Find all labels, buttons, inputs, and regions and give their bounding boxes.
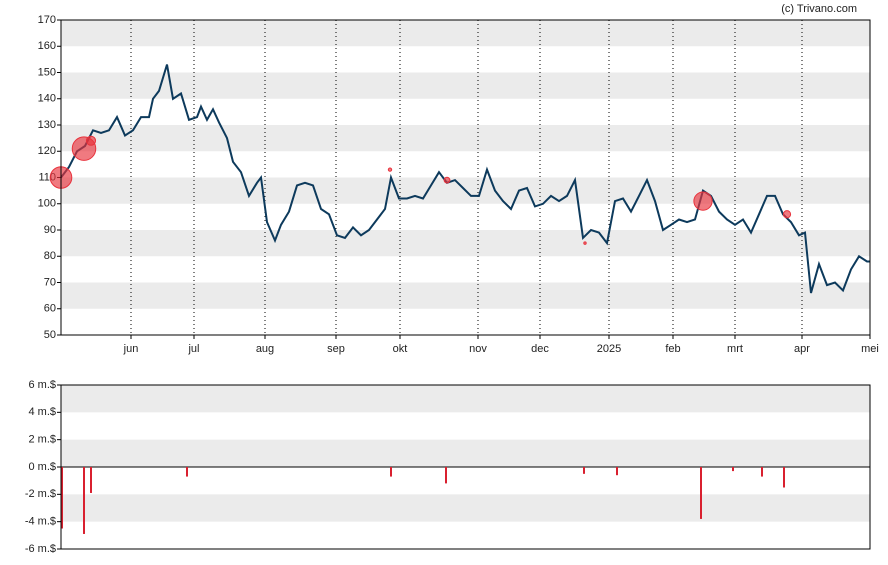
bar bbox=[583, 467, 585, 474]
y-tick-label: -2 m.$ bbox=[25, 488, 56, 500]
grid-band bbox=[61, 494, 870, 522]
grid-band bbox=[61, 385, 870, 413]
credit: (c) Trivano.com bbox=[781, 3, 857, 15]
x-tick-label: jun bbox=[123, 343, 139, 355]
y-tick-label: -4 m.$ bbox=[25, 516, 56, 528]
x-tick-label: jul bbox=[187, 343, 199, 355]
y-tick-label: 0 m.$ bbox=[28, 461, 56, 473]
bar bbox=[700, 467, 702, 519]
trade-marker bbox=[693, 191, 713, 211]
bar bbox=[783, 467, 785, 488]
x-tick-label: mrt bbox=[727, 343, 743, 355]
price-line bbox=[60, 64, 870, 294]
y-tick-label: 60 bbox=[44, 303, 56, 315]
x-tick-label: feb bbox=[665, 343, 680, 355]
trade-marker bbox=[443, 176, 451, 184]
y-tick-label: 2 m.$ bbox=[28, 434, 56, 446]
grid-band bbox=[61, 230, 870, 257]
bar bbox=[90, 467, 92, 493]
bar bbox=[83, 467, 85, 534]
bar bbox=[186, 467, 188, 477]
grid-band bbox=[61, 282, 870, 309]
bar bbox=[445, 467, 447, 484]
y-tick-label: 90 bbox=[44, 224, 56, 236]
y-tick-label: 70 bbox=[44, 276, 56, 288]
plot-frame bbox=[60, 19, 871, 336]
y-tick-label: 6 m.$ bbox=[28, 379, 56, 391]
x-tick-label: nov bbox=[469, 343, 487, 355]
x-tick-label: apr bbox=[794, 343, 810, 355]
grid-band bbox=[61, 20, 870, 47]
x-tick-label: sep bbox=[327, 343, 345, 355]
y-tick-label: 120 bbox=[38, 145, 56, 157]
bar bbox=[761, 467, 763, 477]
x-tick-label: dec bbox=[531, 343, 549, 355]
grid-band bbox=[61, 439, 870, 467]
trade-marker bbox=[782, 210, 792, 219]
bar bbox=[61, 467, 63, 529]
y-tick-label: 140 bbox=[38, 93, 56, 105]
x-tick-label: okt bbox=[393, 343, 408, 355]
bar bbox=[732, 467, 734, 472]
y-tick-label: 160 bbox=[38, 40, 56, 52]
x-tick-label: aug bbox=[256, 343, 274, 355]
y-tick-label: 4 m.$ bbox=[28, 406, 56, 418]
y-tick-label: 50 bbox=[44, 329, 56, 341]
y-tick-label: 150 bbox=[38, 66, 56, 78]
grid-band bbox=[61, 125, 870, 152]
bar bbox=[616, 467, 618, 476]
x-tick-label: 2025 bbox=[597, 343, 621, 355]
x-tick-label: mei bbox=[861, 343, 879, 355]
y-tick-label: 80 bbox=[44, 250, 56, 262]
plot-frame bbox=[60, 384, 871, 550]
trade-marker bbox=[85, 135, 97, 146]
y-tick-label: -6 m.$ bbox=[25, 543, 56, 555]
y-tick-label: 100 bbox=[38, 198, 56, 210]
trade-marker bbox=[387, 167, 393, 172]
y-tick-label: 170 bbox=[38, 14, 56, 26]
bar bbox=[390, 467, 392, 477]
trade-marker bbox=[583, 241, 587, 245]
y-tick-label: 130 bbox=[38, 119, 56, 131]
